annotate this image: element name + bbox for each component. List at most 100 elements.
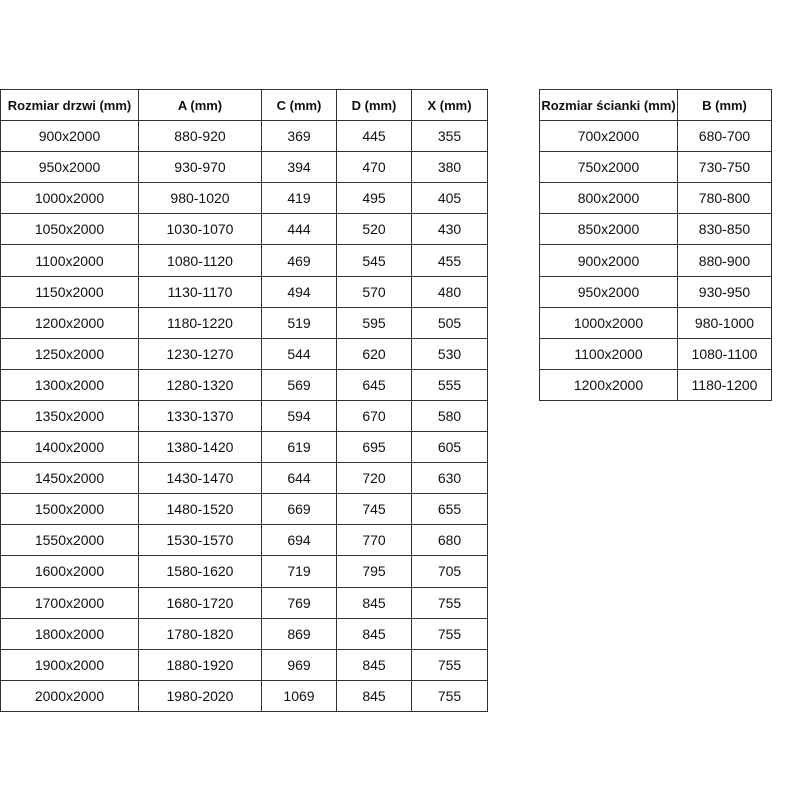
table-row: 2000x2000 1980-2020 1069 845 755 — [0, 679, 488, 712]
table-cell: 1400x2000 — [0, 431, 139, 464]
table-cell: 1200x2000 — [0, 306, 139, 339]
table-cell: 980-1020 — [138, 182, 262, 215]
table-cell: 1350x2000 — [0, 399, 139, 433]
table-row: 950x2000 930-950 — [539, 275, 772, 308]
table-cell: 1880-1920 — [138, 648, 262, 681]
table-cell: 719 — [261, 555, 337, 588]
table-cell: 1050x2000 — [0, 213, 139, 246]
table-cell: 1530-1570 — [138, 524, 262, 557]
table-cell: 1450x2000 — [0, 462, 139, 495]
table-cell: 1080-1100 — [677, 337, 772, 370]
column-header: Rozmiar ścianki (mm) — [539, 88, 678, 122]
table-cell: 880-900 — [677, 244, 772, 277]
wall-sizes-table: Rozmiar ścianki (mm) B (mm) 700x2000 680-7… — [539, 88, 772, 401]
table-cell: 695 — [336, 431, 412, 464]
table-cell: 755 — [411, 617, 488, 650]
table-cell: 755 — [411, 679, 488, 712]
table-row: 700x2000 680-700 — [539, 120, 772, 153]
table-cell: 670 — [336, 399, 412, 433]
table-cell: 795 — [336, 555, 412, 588]
table-header-row: Rozmiar ścianki (mm) B (mm) — [539, 88, 772, 122]
column-header: A (mm) — [138, 88, 262, 122]
table-cell: 1100x2000 — [0, 244, 139, 277]
table-cell: 645 — [336, 368, 412, 401]
table-cell: 1430-1470 — [138, 462, 262, 495]
table-cell: 1200x2000 — [539, 368, 678, 401]
table-cell: 1480-1520 — [138, 493, 262, 526]
table-cell: 394 — [261, 151, 337, 184]
table-row: 1450x2000 1430-1470 644 720 630 — [0, 462, 488, 495]
table-cell: 869 — [261, 617, 337, 650]
column-header: X (mm) — [411, 88, 488, 122]
table-cell: 1780-1820 — [138, 617, 262, 650]
column-header: Rozmiar drzwi (mm) — [0, 88, 139, 122]
column-header: D (mm) — [336, 88, 412, 122]
table-cell: 900x2000 — [0, 120, 139, 153]
table-cell: 755 — [411, 586, 488, 619]
table-cell: 845 — [336, 648, 412, 681]
table-cell: 720 — [336, 462, 412, 495]
table-cell: 680-700 — [677, 120, 772, 153]
table-cell: 1550x2000 — [0, 524, 139, 557]
table-cell: 850x2000 — [539, 213, 678, 246]
table-cell: 630 — [411, 462, 488, 495]
table-row: 1200x2000 1180-1220 519 595 505 — [0, 306, 488, 339]
table-cell: 380 — [411, 151, 488, 184]
table-cell: 1180-1200 — [677, 368, 772, 401]
table-row: 1600x2000 1580-1620 719 795 705 — [0, 555, 488, 588]
table-row: 1000x2000 980-1000 — [539, 306, 772, 339]
column-header: B (mm) — [677, 88, 772, 122]
table-row: 1550x2000 1530-1570 694 770 680 — [0, 524, 488, 557]
table-cell: 730-750 — [677, 151, 772, 184]
table-row: 1250x2000 1230-1270 544 620 530 — [0, 337, 488, 370]
table-cell: 1600x2000 — [0, 555, 139, 588]
table-cell: 530 — [411, 337, 488, 370]
table-cell: 1069 — [261, 679, 337, 712]
table-cell: 469 — [261, 244, 337, 277]
door-sizes-table: Rozmiar drzwi (mm) A (mm) C (mm) D (mm) X (m… — [0, 88, 488, 712]
table-cell: 430 — [411, 213, 488, 246]
table-row: 1900x2000 1880-1920 969 845 755 — [0, 648, 488, 681]
table-cell: 745 — [336, 493, 412, 526]
table-row: 900x2000 880-920 369 445 355 — [0, 120, 488, 153]
table-row: 1100x2000 1080-1120 469 545 455 — [0, 244, 488, 277]
table-row: 1050x2000 1030-1070 444 520 430 — [0, 213, 488, 246]
table-cell: 1800x2000 — [0, 617, 139, 650]
table-cell: 1980-2020 — [138, 679, 262, 712]
table-cell: 1900x2000 — [0, 648, 139, 681]
table-cell: 1580-1620 — [138, 555, 262, 588]
table-cell: 594 — [261, 399, 337, 433]
table-row: 850x2000 830-850 — [539, 213, 772, 246]
table-row: 1100x2000 1080-1100 — [539, 337, 772, 370]
table-row: 900x2000 880-900 — [539, 244, 772, 277]
table-cell: 355 — [411, 120, 488, 153]
table-cell: 505 — [411, 306, 488, 339]
table-row: 1800x2000 1780-1820 869 845 755 — [0, 617, 488, 650]
table-cell: 1330-1370 — [138, 399, 262, 433]
table-row: 1300x2000 1280-1320 569 645 555 — [0, 368, 488, 401]
table-cell: 694 — [261, 524, 337, 557]
table-cell: 519 — [261, 306, 337, 339]
table-cell: 750x2000 — [539, 151, 678, 184]
table-cell: 480 — [411, 275, 488, 308]
table-cell: 880-920 — [138, 120, 262, 153]
table-cell: 1030-1070 — [138, 213, 262, 246]
table-cell: 1080-1120 — [138, 244, 262, 277]
table-row: 800x2000 780-800 — [539, 182, 772, 215]
table-cell: 569 — [261, 368, 337, 401]
table-cell: 444 — [261, 213, 337, 246]
table-cell: 1680-1720 — [138, 586, 262, 619]
table-row: 950x2000 930-970 394 470 380 — [0, 151, 488, 184]
table-cell: 544 — [261, 337, 337, 370]
table-cell: 1180-1220 — [138, 306, 262, 339]
table-cell: 669 — [261, 493, 337, 526]
table-cell: 830-850 — [677, 213, 772, 246]
table-cell: 1380-1420 — [138, 431, 262, 464]
table-cell: 655 — [411, 493, 488, 526]
table-cell: 494 — [261, 275, 337, 308]
table-cell: 980-1000 — [677, 306, 772, 339]
table-row: 1400x2000 1380-1420 619 695 605 — [0, 431, 488, 464]
column-header: C (mm) — [261, 88, 337, 122]
table-cell: 580 — [411, 399, 488, 433]
table-cell: 1000x2000 — [539, 306, 678, 339]
